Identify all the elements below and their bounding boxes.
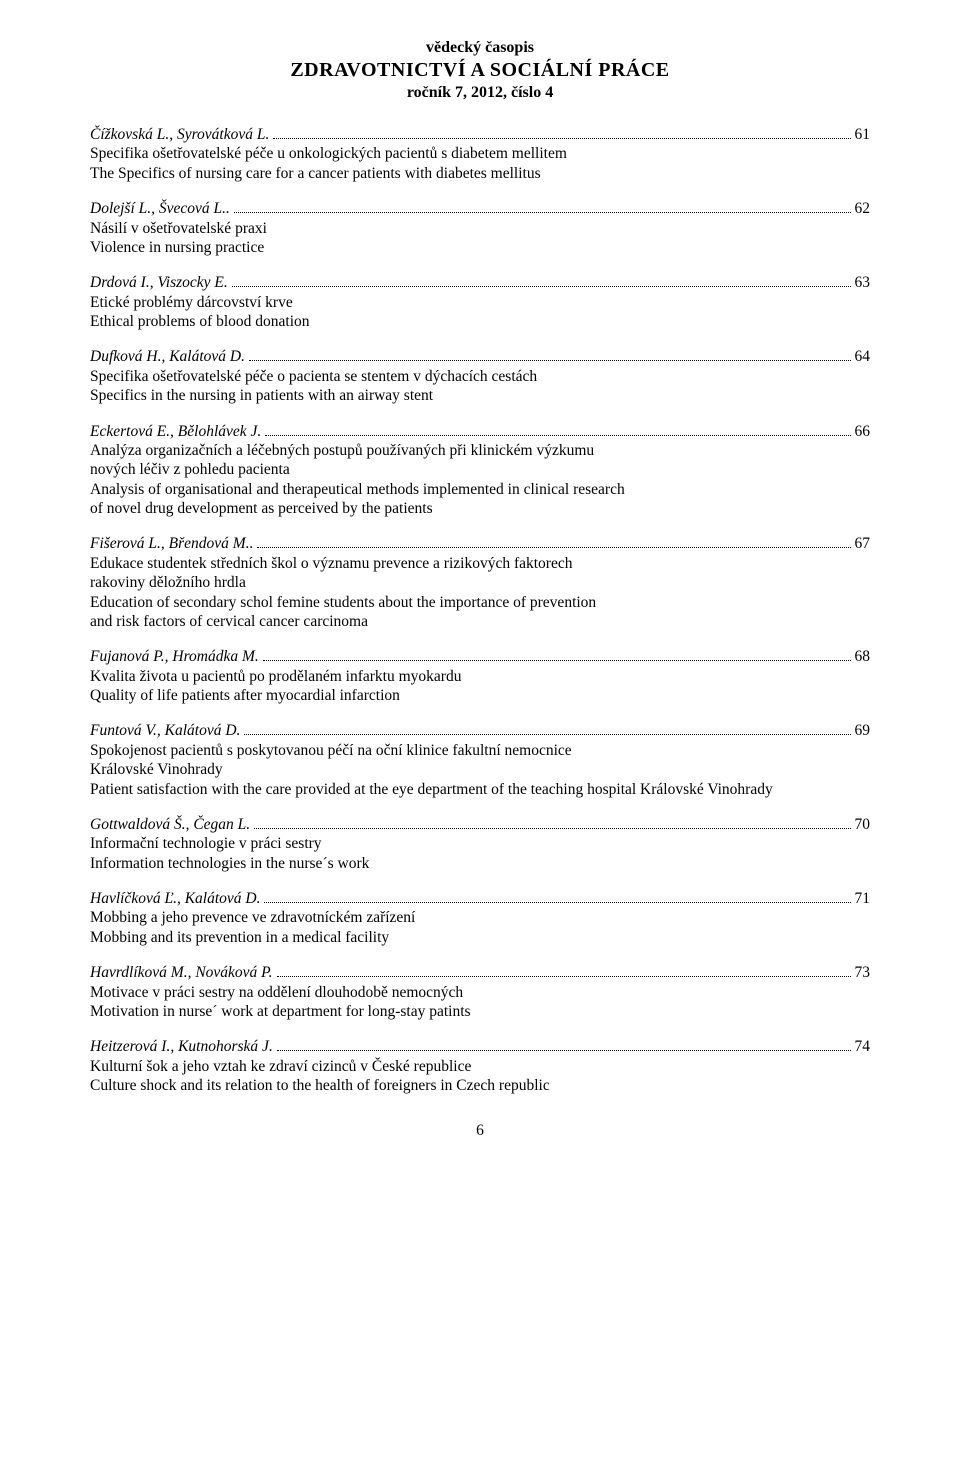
title-czech-cont: rakoviny děložního hrdla bbox=[90, 573, 870, 592]
entry-page-number: 70 bbox=[855, 815, 871, 834]
title-english: Information technologies in the nurse´s … bbox=[90, 854, 870, 873]
authors: Heitzerová I., Kutnohorská J. bbox=[90, 1037, 273, 1056]
entry-page-number: 74 bbox=[855, 1037, 871, 1056]
title-english: Mobbing and its prevention in a medical … bbox=[90, 928, 870, 947]
table-of-contents: Čížkovská L., Syrovátková L. 61Specifika… bbox=[90, 125, 870, 1095]
author-page-row: Heitzerová I., Kutnohorská J. 74 bbox=[90, 1037, 870, 1056]
title-english: Motivation in nurse´ work at department … bbox=[90, 1002, 870, 1021]
toc-entry: Fujanová P., Hromádka M. 68Kvalita život… bbox=[90, 647, 870, 705]
title-czech: Kulturní šok a jeho vztah ke zdraví cizi… bbox=[90, 1057, 870, 1076]
title-czech: Motivace v práci sestry na oddělení dlou… bbox=[90, 983, 870, 1002]
title-english: Quality of life patients after myocardia… bbox=[90, 686, 870, 705]
toc-entry: Funtová V., Kalátová D. 69Spokojenost pa… bbox=[90, 721, 870, 799]
entry-page-number: 62 bbox=[855, 199, 871, 218]
leader-dots bbox=[244, 734, 850, 735]
title-english: Culture shock and its relation to the he… bbox=[90, 1076, 870, 1095]
toc-entry: Fišerová L., Břendová M.. 67Edukace stud… bbox=[90, 534, 870, 631]
leader-dots bbox=[249, 360, 851, 361]
title-english: Ethical problems of blood donation bbox=[90, 312, 870, 331]
author-page-row: Havrdlíková M., Nováková P. 73 bbox=[90, 963, 870, 982]
toc-entry: Havlíčková Ľ., Kalátová D. 71Mobbing a j… bbox=[90, 889, 870, 947]
entry-page-number: 61 bbox=[855, 125, 871, 144]
title-czech: Mobbing a jeho prevence ve zdravotníckém… bbox=[90, 908, 870, 927]
title-czech: Specifika ošetřovatelské péče u onkologi… bbox=[90, 144, 870, 163]
author-page-row: Funtová V., Kalátová D. 69 bbox=[90, 721, 870, 740]
authors: Dolejší L., Švecová L.. bbox=[90, 199, 230, 218]
entry-page-number: 67 bbox=[855, 534, 871, 553]
leader-dots bbox=[234, 212, 851, 213]
title-czech-cont: nových léčiv z pohledu pacienta bbox=[90, 460, 870, 479]
entry-page-number: 64 bbox=[855, 347, 871, 366]
toc-entry: Havrdlíková M., Nováková P. 73Motivace v… bbox=[90, 963, 870, 1021]
authors: Havrdlíková M., Nováková P. bbox=[90, 963, 273, 982]
toc-entry: Dolejší L., Švecová L.. 62Násilí v ošetř… bbox=[90, 199, 870, 257]
author-page-row: Havlíčková Ľ., Kalátová D. 71 bbox=[90, 889, 870, 908]
leader-dots bbox=[254, 828, 850, 829]
title-czech: Etické problémy dárcovství krve bbox=[90, 293, 870, 312]
title-english-cont: and risk factors of cervical cancer carc… bbox=[90, 612, 870, 631]
header-line2: ZDRAVOTNICTVÍ A SOCIÁLNÍ PRÁCE bbox=[90, 58, 870, 83]
header-line1: vědecký časopis bbox=[90, 38, 870, 58]
toc-entry: Dufková H., Kalátová D. 64Specifika ošet… bbox=[90, 347, 870, 405]
authors: Fujanová P., Hromádka M. bbox=[90, 647, 259, 666]
entry-page-number: 66 bbox=[855, 422, 871, 441]
title-english: Violence in nursing practice bbox=[90, 238, 870, 257]
toc-entry: Drdová I., Viszocky E. 63Etické problémy… bbox=[90, 273, 870, 331]
authors: Fišerová L., Břendová M.. bbox=[90, 534, 253, 553]
leader-dots bbox=[264, 902, 850, 903]
authors: Čížkovská L., Syrovátková L. bbox=[90, 125, 269, 144]
authors: Havlíčková Ľ., Kalátová D. bbox=[90, 889, 260, 908]
leader-dots bbox=[277, 976, 851, 977]
author-page-row: Dufková H., Kalátová D. 64 bbox=[90, 347, 870, 366]
entry-page-number: 69 bbox=[855, 721, 871, 740]
title-czech: Kvalita života u pacientů po prodělaném … bbox=[90, 667, 870, 686]
author-page-row: Gottwaldová Š., Čegan L. 70 bbox=[90, 815, 870, 834]
title-czech: Edukace studentek středních škol o význa… bbox=[90, 554, 870, 573]
author-page-row: Čížkovská L., Syrovátková L. 61 bbox=[90, 125, 870, 144]
title-english: Analysis of organisational and therapeut… bbox=[90, 480, 870, 499]
author-page-row: Dolejší L., Švecová L.. 62 bbox=[90, 199, 870, 218]
authors: Dufková H., Kalátová D. bbox=[90, 347, 245, 366]
toc-entry: Heitzerová I., Kutnohorská J. 74Kulturní… bbox=[90, 1037, 870, 1095]
title-czech: Specifika ošetřovatelské péče o pacienta… bbox=[90, 367, 870, 386]
title-czech: Informační technologie v práci sestry bbox=[90, 834, 870, 853]
title-english: The Specifics of nursing care for a canc… bbox=[90, 164, 870, 183]
journal-header: vědecký časopis ZDRAVOTNICTVÍ A SOCIÁLNÍ… bbox=[90, 38, 870, 103]
header-line3: ročník 7, 2012, číslo 4 bbox=[90, 83, 870, 103]
author-page-row: Fujanová P., Hromádka M. 68 bbox=[90, 647, 870, 666]
title-english: Specifics in the nursing in patients wit… bbox=[90, 386, 870, 405]
toc-entry: Gottwaldová Š., Čegan L. 70Informační te… bbox=[90, 815, 870, 873]
authors: Funtová V., Kalátová D. bbox=[90, 721, 240, 740]
leader-dots bbox=[265, 435, 850, 436]
author-page-row: Drdová I., Viszocky E. 63 bbox=[90, 273, 870, 292]
authors: Gottwaldová Š., Čegan L. bbox=[90, 815, 250, 834]
title-czech: Analýza organizačních a léčebných postup… bbox=[90, 441, 870, 460]
author-page-row: Fišerová L., Břendová M.. 67 bbox=[90, 534, 870, 553]
title-czech-cont: Královské Vinohrady bbox=[90, 760, 870, 779]
toc-entry: Eckertová E., Bělohlávek J. 66Analýza or… bbox=[90, 422, 870, 519]
toc-entry: Čížkovská L., Syrovátková L. 61Specifika… bbox=[90, 125, 870, 183]
author-page-row: Eckertová E., Bělohlávek J. 66 bbox=[90, 422, 870, 441]
authors: Drdová I., Viszocky E. bbox=[90, 273, 228, 292]
entry-page-number: 63 bbox=[855, 273, 871, 292]
title-czech: Násilí v ošetřovatelské praxi bbox=[90, 219, 870, 238]
leader-dots bbox=[257, 547, 850, 548]
title-english: Patient satisfaction with the care provi… bbox=[90, 780, 870, 799]
leader-dots bbox=[273, 138, 850, 139]
title-english-cont: of novel drug development as perceived b… bbox=[90, 499, 870, 518]
authors: Eckertová E., Bělohlávek J. bbox=[90, 422, 261, 441]
page-number: 6 bbox=[90, 1121, 870, 1140]
entry-page-number: 71 bbox=[855, 889, 871, 908]
title-english: Education of secondary schol femine stud… bbox=[90, 593, 870, 612]
entry-page-number: 68 bbox=[855, 647, 871, 666]
entry-page-number: 73 bbox=[855, 963, 871, 982]
leader-dots bbox=[263, 660, 851, 661]
leader-dots bbox=[232, 286, 851, 287]
leader-dots bbox=[277, 1050, 851, 1051]
title-czech: Spokojenost pacientů s poskytovanou péčí… bbox=[90, 741, 870, 760]
